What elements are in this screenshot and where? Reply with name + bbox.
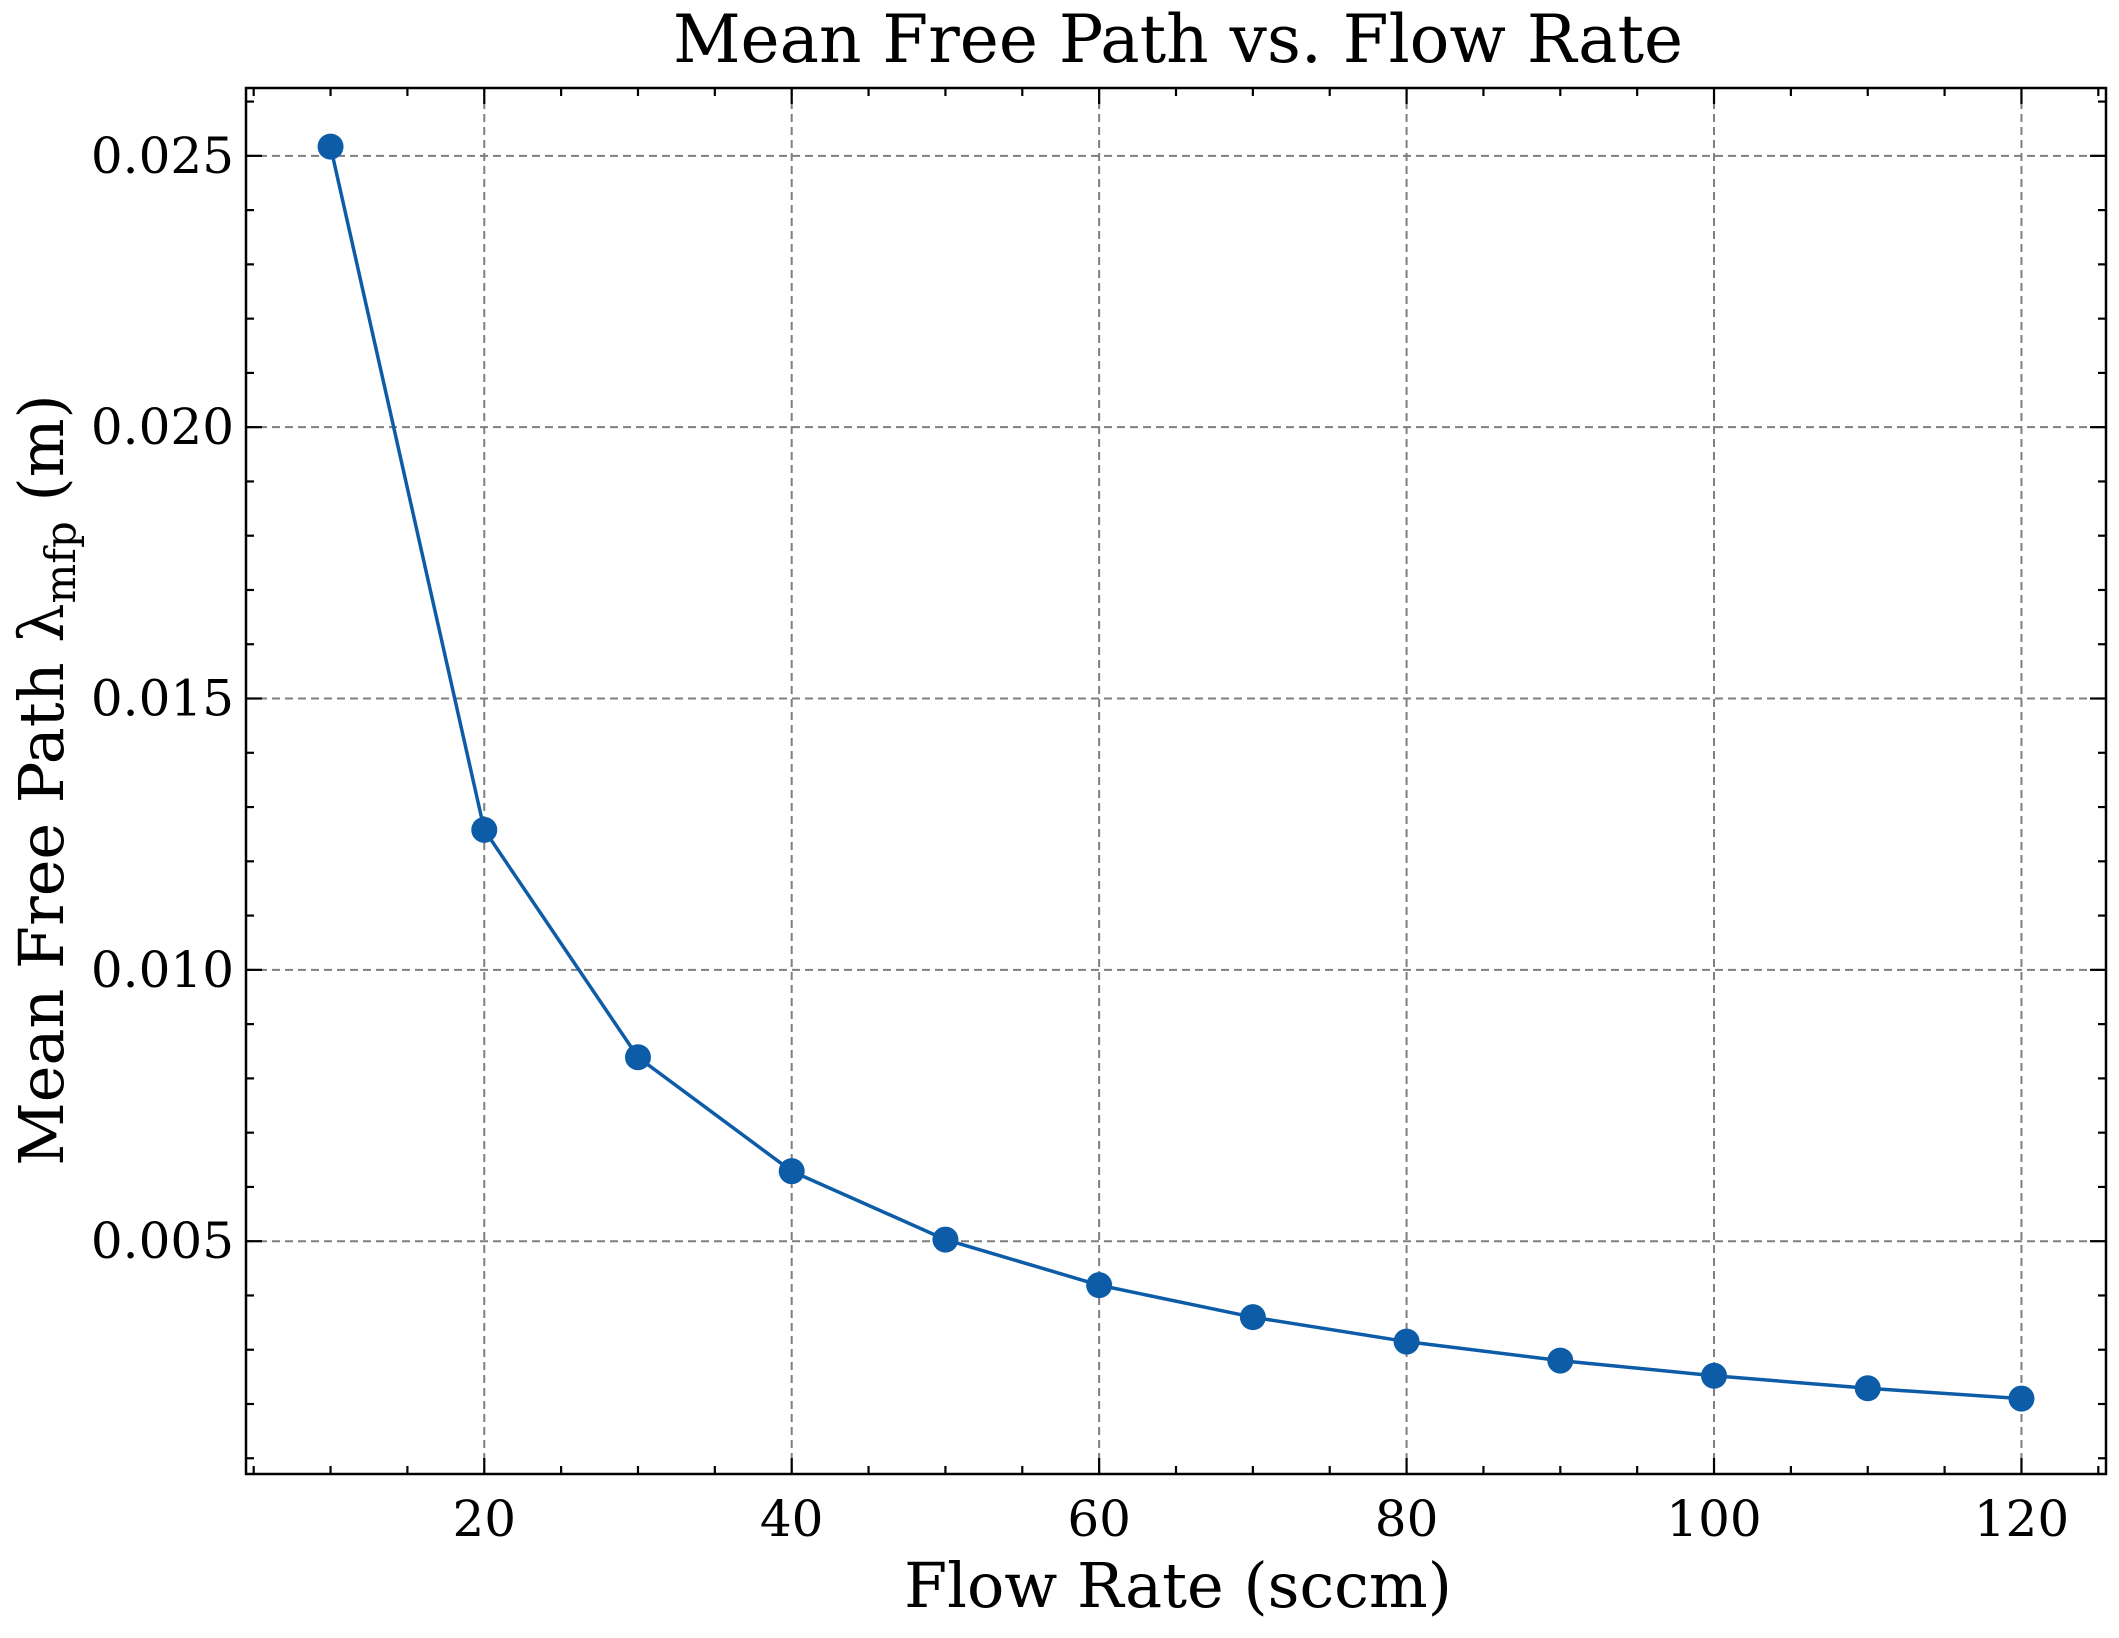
data-point — [317, 133, 344, 160]
y-tick-label: 0.025 — [91, 127, 234, 185]
data-point — [471, 816, 498, 843]
chart-title: Mean Free Path vs. Flow Rate — [673, 1, 1683, 78]
y-tick-label: 0.010 — [91, 941, 234, 999]
data-point — [624, 1044, 651, 1071]
data-point — [778, 1158, 805, 1185]
x-tick-label: 40 — [760, 1490, 824, 1548]
axis-ticks — [246, 88, 2106, 1474]
y-axis-label: Mean Free Path λmfp (m) — [5, 394, 85, 1165]
x-tick-label: 60 — [1067, 1490, 1131, 1548]
plot-frame — [244, 86, 2108, 1476]
x-tick-label: 20 — [452, 1490, 516, 1548]
x-tick-label: 120 — [1974, 1490, 2069, 1548]
data-point — [932, 1226, 959, 1253]
y-tick-label: 0.015 — [91, 670, 234, 728]
y-axis-label-main: Mean Free Path λ — [5, 603, 78, 1165]
y-axis-label-unit: (m) — [5, 394, 78, 521]
data-point — [1393, 1328, 1420, 1355]
y-tick-label: 0.020 — [91, 398, 234, 456]
y-tick-label: 0.005 — [91, 1212, 234, 1270]
grid-lines — [246, 88, 2106, 1474]
x-tick-label: 100 — [1666, 1490, 1761, 1548]
tick-labels: 20 40 60 80 100 120 0.005 0.010 0.015 0.020 0.025 — [91, 127, 2069, 1548]
data-point — [1547, 1347, 1574, 1374]
data-series — [317, 133, 2035, 1412]
x-tick-label: 80 — [1375, 1490, 1439, 1548]
data-point — [2008, 1385, 2035, 1412]
data-point — [1701, 1362, 1728, 1389]
y-axis-label-subscript: mfp — [36, 521, 85, 603]
x-axis-label: Flow Rate (sccm) — [904, 1549, 1452, 1622]
data-point — [1086, 1272, 1113, 1299]
data-point — [1854, 1375, 1881, 1402]
series-line — [328, 146, 2022, 1401]
data-point — [1239, 1304, 1266, 1331]
